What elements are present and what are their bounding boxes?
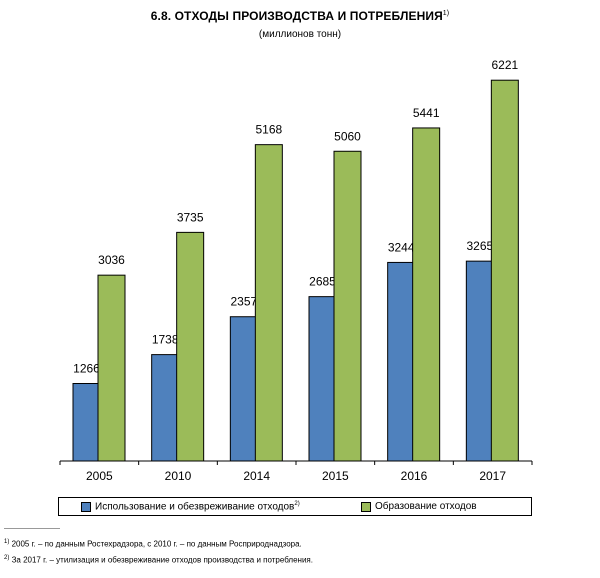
title-footnote-mark: 1) xyxy=(442,10,450,17)
data-label-usage-2017: 3265 xyxy=(466,239,493,253)
x-tick-label-2016: 2016 xyxy=(401,469,428,483)
bar-generation-2005 xyxy=(97,274,126,462)
legend-note-mark: 2) xyxy=(294,501,300,507)
x-tick-label-2017: 2017 xyxy=(479,469,506,483)
legend-item-usage: Использование и обезвреживание отходов2) xyxy=(81,501,300,512)
legend-label-generation: Образование отходов xyxy=(375,501,477,512)
data-label-usage-2016: 3244 xyxy=(388,240,415,254)
bar-usage-2005 xyxy=(72,383,101,462)
data-label-usage-2014: 2357 xyxy=(230,295,257,309)
x-tick-label-2015: 2015 xyxy=(322,469,349,483)
legend-label-usage-text: Использование и обезвреживание отходов xyxy=(95,501,295,513)
footnote-1: 1) 2005 г. – по данным Ростехрадзора, с … xyxy=(4,539,302,549)
bar-usage-2015 xyxy=(308,296,337,462)
footnote-2: 2) За 2017 г. – утилизация и обезврежива… xyxy=(4,555,313,565)
bar-generation-2017 xyxy=(490,79,519,462)
bar-usage-2010 xyxy=(151,354,180,462)
chart-title-text: 6.8. ОТХОДЫ ПРОИЗВОДСТВА И ПОТРЕБЛЕНИЯ xyxy=(150,9,443,23)
bar-chart: 1266 3036 2005 1738 3735 2010 2357 5168 2014 2685… xyxy=(59,58,533,483)
data-label-generation-2016: 5441 xyxy=(413,106,440,120)
bar-usage-2014 xyxy=(229,316,258,462)
data-label-generation-2010: 3735 xyxy=(177,210,204,224)
footnote-1-mark: 1) xyxy=(4,539,10,545)
bar-generation-2016 xyxy=(412,127,441,462)
footnote-1-text: 2005 г. – по данным Ростехрадзора, с 201… xyxy=(9,539,302,549)
data-label-generation-2014: 5168 xyxy=(255,123,282,137)
bar-generation-2010 xyxy=(176,231,205,462)
footnote-2-mark: 2) xyxy=(4,555,10,561)
data-label-generation-2015: 5060 xyxy=(334,129,361,143)
legend: Использование и обезвреживание отходов2)… xyxy=(58,497,532,516)
footnote-2-text: За 2017 г. – утилизация и обезвреживание… xyxy=(9,555,313,565)
legend-swatch-generation xyxy=(361,501,371,512)
bar-generation-2015 xyxy=(333,150,362,462)
legend-swatch-usage xyxy=(81,501,91,512)
chart-subtitle: (миллионов тонн) xyxy=(258,29,342,40)
chart-title: 6.8. ОТХОДЫ ПРОИЗВОДСТВА И ПОТРЕБЛЕНИЯ1) xyxy=(0,9,600,23)
legend-item-generation: Образование отходов xyxy=(361,501,477,512)
x-tick-label-2010: 2010 xyxy=(165,469,192,483)
bar-usage-2017 xyxy=(465,260,494,462)
data-label-generation-2005: 3036 xyxy=(98,253,125,267)
bar-generation-2014 xyxy=(254,144,283,462)
legend-label-usage: Использование и обезвреживание отходов2) xyxy=(95,501,300,512)
x-tick-label-2014: 2014 xyxy=(243,469,270,483)
x-tick-label-2005: 2005 xyxy=(86,469,113,483)
data-label-usage-2015: 2685 xyxy=(309,275,336,289)
data-label-generation-2017: 6221 xyxy=(491,58,518,72)
footnote-separator xyxy=(4,528,60,529)
bar-usage-2016 xyxy=(387,261,416,462)
data-label-usage-2010: 1738 xyxy=(152,333,179,347)
data-label-usage-2005: 1266 xyxy=(73,362,100,376)
